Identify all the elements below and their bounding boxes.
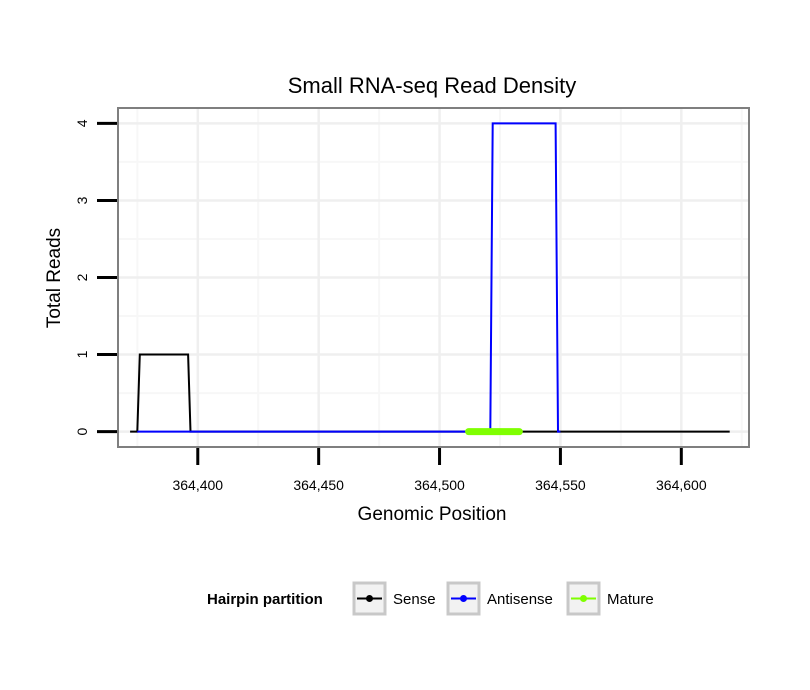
y-axis: 0 1 2 3 4 <box>74 119 117 435</box>
y-tick-label: 3 <box>74 196 90 204</box>
series-lines <box>130 122 730 436</box>
legend-items: Sense Antisense Mature <box>352 581 654 616</box>
legend: Hairpin partition Sense Antisense Mature <box>207 581 654 616</box>
legend-title: Hairpin partition <box>207 591 323 608</box>
legend-marker-mature <box>580 595 587 602</box>
y-tick-label: 0 <box>74 427 90 435</box>
legend-marker-antisense <box>460 595 467 602</box>
x-axis: 364,400 364,450 364,500 364,550 364,600 <box>172 448 707 493</box>
x-axis-title: Genomic Position <box>358 504 507 525</box>
y-tick-label: 2 <box>74 273 90 281</box>
legend-label-sense: Sense <box>393 591 436 608</box>
x-tick-label: 364,550 <box>535 477 586 493</box>
legend-label-mature: Mature <box>607 591 654 608</box>
legend-marker-sense <box>366 595 373 602</box>
y-tick-label: 4 <box>74 119 90 127</box>
chart-title: Small RNA-seq Read Density <box>288 73 577 98</box>
x-tick-label: 364,500 <box>414 477 465 493</box>
series-line-antisense <box>137 122 561 433</box>
x-tick-label: 364,400 <box>172 477 223 493</box>
x-tick-label: 364,600 <box>656 477 707 493</box>
y-axis-title: Total Reads <box>44 228 65 328</box>
panel-border <box>117 107 750 448</box>
legend-label-antisense: Antisense <box>487 591 553 608</box>
x-tick-label: 364,450 <box>293 477 344 493</box>
grid-lines <box>118 108 749 447</box>
y-tick-label: 1 <box>74 350 90 358</box>
